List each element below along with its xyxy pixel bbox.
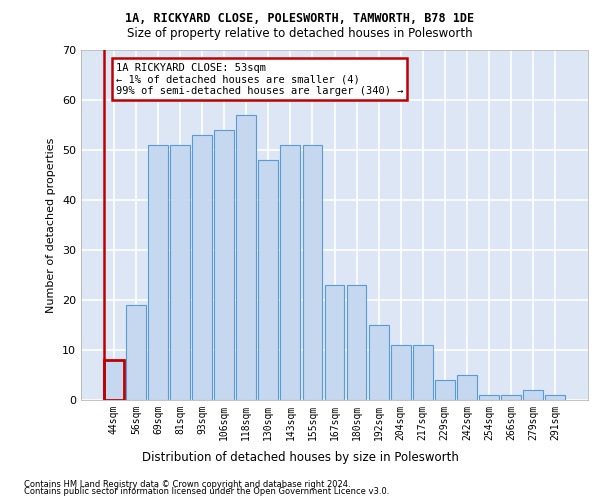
Bar	[368, 325, 389, 400]
Bar	[104, 360, 124, 400]
Text: 1A RICKYARD CLOSE: 53sqm
← 1% of detached houses are smaller (4)
99% of semi-det: 1A RICKYARD CLOSE: 53sqm ← 1% of detache…	[116, 62, 403, 96]
Bar	[192, 135, 212, 400]
Text: Contains public sector information licensed under the Open Government Licence v3: Contains public sector information licen…	[24, 487, 389, 496]
Bar	[501, 395, 521, 400]
Bar	[435, 380, 455, 400]
Text: Size of property relative to detached houses in Polesworth: Size of property relative to detached ho…	[127, 28, 473, 40]
Bar	[479, 395, 499, 400]
Bar	[545, 395, 565, 400]
Bar	[126, 305, 146, 400]
Bar	[170, 145, 190, 400]
Bar	[347, 285, 367, 400]
Bar	[325, 285, 344, 400]
Bar	[413, 345, 433, 400]
Text: Contains HM Land Registry data © Crown copyright and database right 2024.: Contains HM Land Registry data © Crown c…	[24, 480, 350, 489]
Text: 1A, RICKYARD CLOSE, POLESWORTH, TAMWORTH, B78 1DE: 1A, RICKYARD CLOSE, POLESWORTH, TAMWORTH…	[125, 12, 475, 25]
Bar	[280, 145, 301, 400]
Bar	[391, 345, 410, 400]
Y-axis label: Number of detached properties: Number of detached properties	[46, 138, 56, 312]
Bar	[457, 375, 477, 400]
Text: Distribution of detached houses by size in Polesworth: Distribution of detached houses by size …	[142, 451, 458, 464]
Bar	[302, 145, 322, 400]
Bar	[236, 115, 256, 400]
Bar	[214, 130, 234, 400]
Bar	[259, 160, 278, 400]
Bar	[148, 145, 168, 400]
Bar	[523, 390, 543, 400]
